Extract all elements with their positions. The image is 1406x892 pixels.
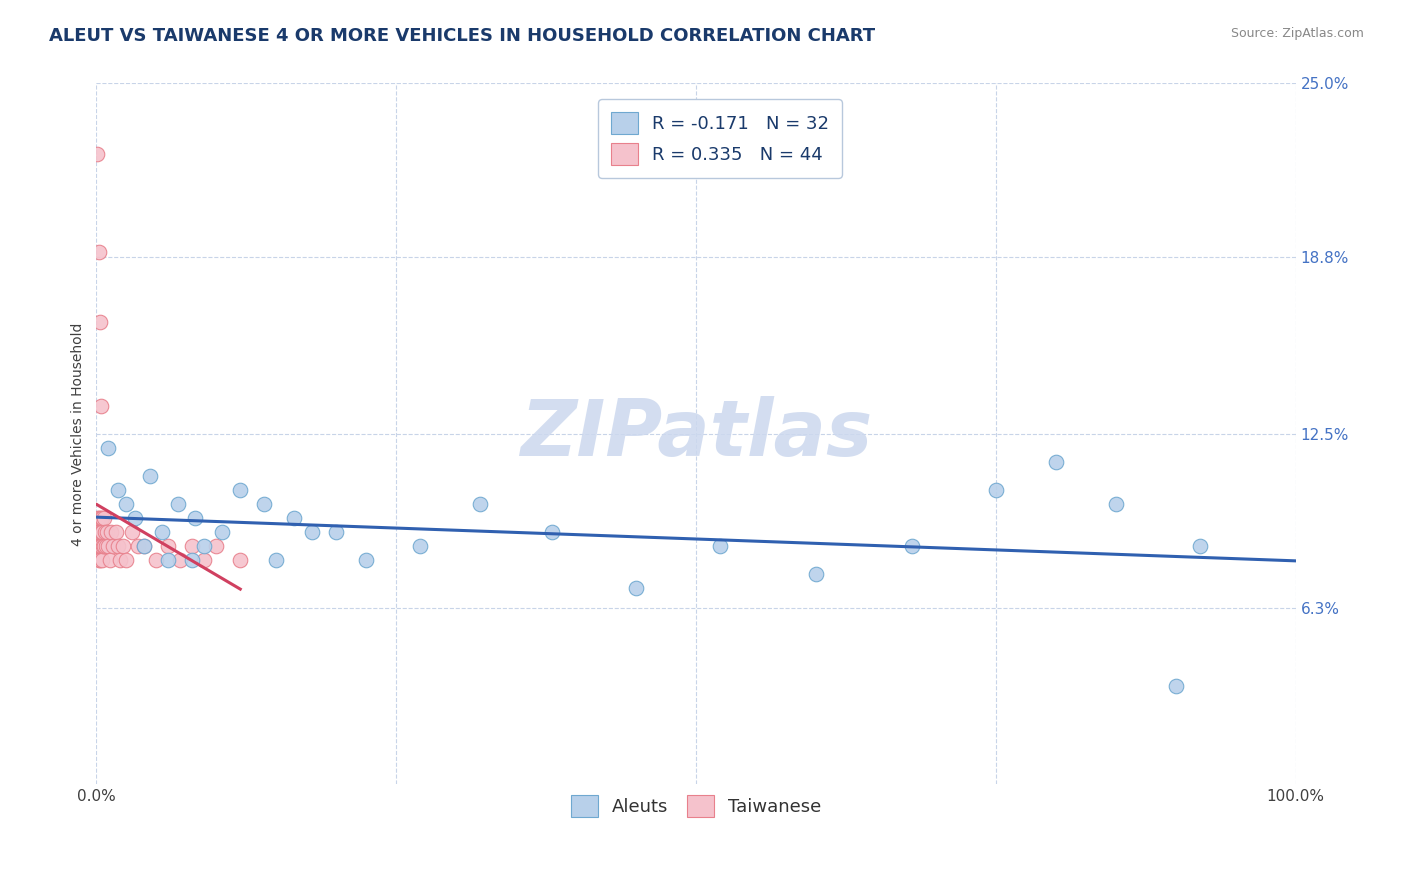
Point [89,315,111,329]
Point [354,553,377,567]
Point [97,441,120,455]
Point [90,539,112,553]
Point [253,497,276,511]
Point [91,539,114,553]
Point [93,524,115,539]
Point [124,511,146,525]
Point [87,244,110,259]
Point [90,511,112,525]
Point [901,539,924,553]
Point [93,539,115,553]
Point [150,524,173,539]
Point [101,539,124,553]
Point [804,567,827,582]
Point [97,539,120,553]
Point [87,524,110,539]
Point [205,539,228,553]
Point [193,553,215,567]
Point [325,524,347,539]
Point [94,539,117,553]
Point [229,483,252,497]
Point [91,524,114,539]
Point [107,483,129,497]
Point [167,497,190,511]
Legend: Aleuts, Taiwanese: Aleuts, Taiwanese [564,788,828,824]
Text: ALEUT VS TAIWANESE 4 OR MORE VEHICLES IN HOUSEHOLD CORRELATION CHART: ALEUT VS TAIWANESE 4 OR MORE VEHICLES IN… [49,27,876,45]
Point [86,146,108,161]
Point [1164,679,1187,693]
Point [91,553,114,567]
Text: ZIPatlas: ZIPatlas [520,396,872,472]
Point [87,553,110,567]
Point [86,524,108,539]
Point [1045,455,1067,469]
Point [283,511,305,525]
Point [115,497,138,511]
Point [115,553,138,567]
Point [984,483,1007,497]
Point [90,399,112,413]
Point [1105,497,1128,511]
Point [541,524,564,539]
Point [709,539,731,553]
Point [183,511,205,525]
Point [301,524,323,539]
Text: Source: ZipAtlas.com: Source: ZipAtlas.com [1230,27,1364,40]
Point [127,539,149,553]
Point [89,553,111,567]
Point [468,497,491,511]
Point [89,539,111,553]
Point [89,524,111,539]
Point [1188,539,1211,553]
Point [145,553,167,567]
Point [181,539,204,553]
Y-axis label: 4 or more Vehicles in Household: 4 or more Vehicles in Household [72,322,86,546]
Point [104,524,127,539]
Point [157,553,180,567]
Point [624,581,647,595]
Point [110,553,132,567]
Point [409,539,432,553]
Point [86,511,108,525]
Point [139,469,162,483]
Point [96,524,118,539]
Point [181,553,204,567]
Point [134,539,156,553]
Point [169,553,191,567]
Point [121,524,143,539]
Point [87,511,110,525]
Point [100,524,122,539]
Point [87,539,110,553]
Point [134,539,156,553]
Point [193,539,215,553]
Point [90,524,112,539]
Point [93,511,115,525]
Point [229,553,252,567]
Point [264,553,287,567]
Point [111,539,134,553]
Point [211,524,233,539]
Point [90,511,112,525]
Point [107,539,129,553]
Point [98,553,121,567]
Point [157,539,180,553]
